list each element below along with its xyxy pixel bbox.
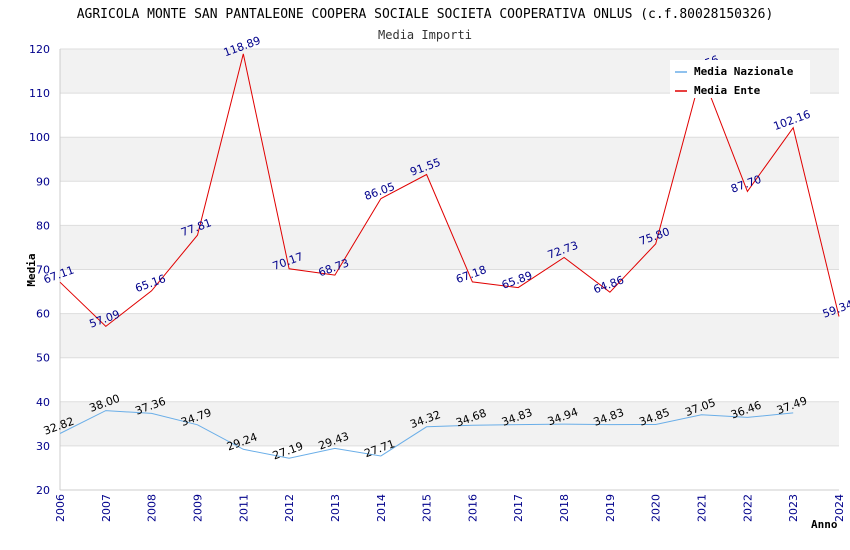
- y-axis-label: Media: [25, 253, 38, 286]
- background-band: [60, 225, 839, 270]
- x-tick-label: 2012: [283, 494, 296, 522]
- legend: Media Nazionale Media Ente: [670, 60, 810, 98]
- x-tick-label: 2014: [375, 494, 388, 522]
- background-band: [60, 93, 839, 138]
- y-tick-label: 50: [36, 352, 50, 365]
- y-tick-label: 80: [36, 219, 50, 232]
- background-band: [60, 445, 839, 490]
- x-tick-label: 2011: [237, 494, 250, 522]
- background-band: [60, 357, 839, 402]
- x-tick-label: 2006: [54, 494, 67, 522]
- x-tick-label: 2021: [696, 494, 709, 522]
- x-tick-label: 2020: [650, 494, 663, 522]
- y-tick-label: 60: [36, 308, 50, 321]
- background-band: [60, 401, 839, 446]
- x-tick-label: 2023: [787, 494, 800, 522]
- chart-subtitle: Media Importi: [378, 28, 472, 42]
- x-tick-label: 2008: [146, 494, 159, 522]
- x-tick-label: 2024: [833, 494, 846, 522]
- x-axis-label: Anno: [811, 518, 838, 531]
- x-tick-label: 2007: [100, 494, 113, 522]
- y-tick-label: 70: [36, 264, 50, 277]
- x-tick-label: 2009: [191, 494, 204, 522]
- background-band: [60, 137, 839, 182]
- y-tick-label: 20: [36, 484, 50, 497]
- y-tick-label: 110: [29, 87, 50, 100]
- x-tick-label: 2015: [421, 494, 434, 522]
- x-tick-label: 2017: [512, 494, 525, 522]
- x-tick-label: 2019: [604, 494, 617, 522]
- series-line-media-nazionale: [59, 410, 794, 459]
- background-band: [60, 313, 839, 358]
- background-band: [60, 269, 839, 314]
- x-tick-labels: 2006 2007 2008 2009 2011 2012 2013 2014 2015 2016…: [54, 494, 846, 522]
- y-tick-labels: 20 30 40 50 60 70 80 90 100 110 120: [29, 43, 50, 497]
- background-band: [60, 181, 839, 226]
- y-tick-label: 30: [36, 440, 50, 453]
- y-tick-label: 40: [36, 396, 50, 409]
- y-tick-label: 90: [36, 175, 50, 188]
- chart-title: AGRICOLA MONTE SAN PANTALEONE COOPERA SO…: [77, 7, 774, 22]
- axes: [59, 49, 839, 491]
- x-tick-label: 2018: [558, 494, 571, 522]
- legend-label-media-nazionale: Media Nazionale: [694, 65, 794, 78]
- y-tick-label: 120: [29, 43, 50, 56]
- y-tick-label: 100: [29, 131, 50, 144]
- x-tick-label: 2013: [329, 494, 342, 522]
- x-tick-label: 2016: [466, 494, 479, 522]
- legend-label-media-ente: Media Ente: [694, 84, 761, 97]
- x-tick-label: 2022: [741, 494, 754, 522]
- plot-background-bands: [60, 49, 839, 490]
- legend-box: [670, 60, 810, 98]
